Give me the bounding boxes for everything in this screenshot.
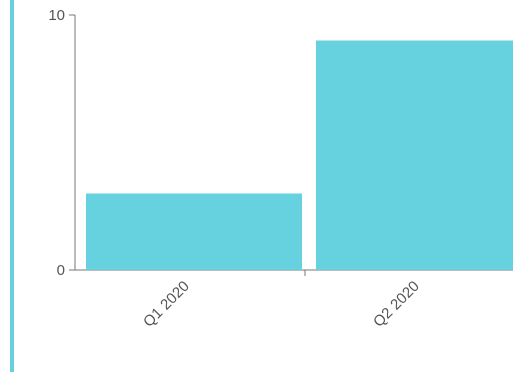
- y-tick-label: 0: [57, 262, 65, 279]
- chart-bars: [86, 40, 513, 270]
- bar-q2-2020: [316, 40, 513, 270]
- x-tick-label: Q1 2020: [140, 278, 193, 331]
- bar-q1-2020: [86, 193, 302, 270]
- x-tick-label: Q2 2020: [370, 278, 423, 331]
- x-tick-labels: Q1 2020 Q2 2020: [140, 270, 423, 331]
- y-tick-label: 10: [48, 7, 65, 24]
- left-accent-rule: [10, 0, 14, 372]
- y-tick-labels: 0 10: [48, 7, 75, 279]
